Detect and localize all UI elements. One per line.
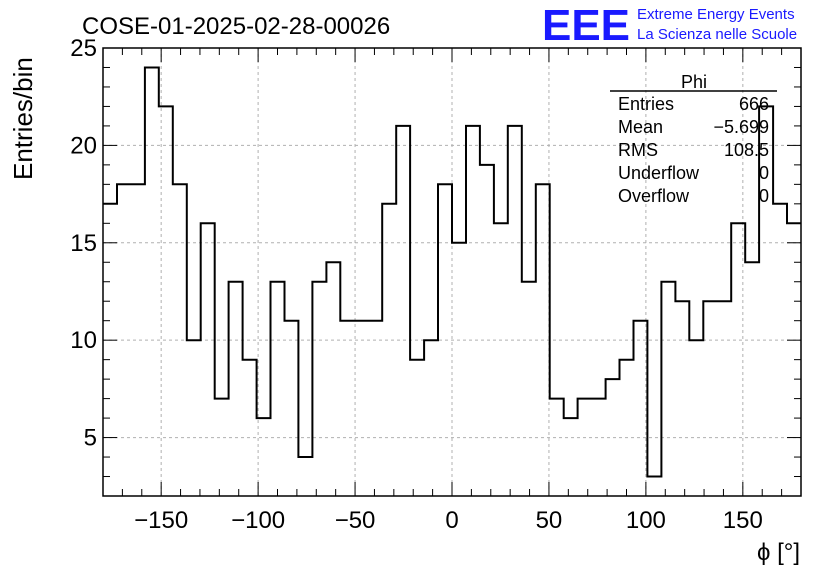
x-tick-label: −150 [134,507,188,534]
x-tick-label: 100 [626,507,666,534]
eee-logo-mark: EEE [542,1,630,50]
stats-label-overflow: Overflow [618,186,690,206]
x-tick-label: 0 [445,507,458,534]
x-tick-label: −50 [335,507,376,534]
y-tick-label: 15 [70,230,97,257]
stats-value-overflow: 0 [759,186,769,206]
chart-title: COSE-01-2025-02-28-00026 [82,13,390,40]
y-tick-labels: 5 10 15 20 25 [70,35,97,452]
stats-title: Phi [681,72,707,92]
x-tick-label: 50 [536,507,563,534]
x-tick-labels: −150 −100 −50 0 50 100 150 [134,507,763,534]
y-tick-label: 5 [84,425,97,452]
y-tick-label: 20 [70,132,97,159]
stats-label-rms: RMS [618,140,658,160]
histogram-line [103,66,801,478]
eee-logo-line2: La Scienza nelle Scuole [637,26,797,43]
stats-label-mean: Mean [618,117,663,137]
x-axis-label: ϕ [°] [757,539,800,566]
y-axis-label: Entries/bin [8,57,38,180]
stats-label-underflow: Underflow [618,163,700,183]
eee-logo-line1: Extreme Energy Events [637,6,795,23]
stats-value-rms: 108.5 [724,140,769,160]
stats-value-entries: 666 [739,94,769,114]
axis-ticks [102,47,802,497]
stats-value-mean: −5.699 [713,117,769,137]
grid-lines [103,47,801,496]
stats-value-underflow: 0 [759,163,769,183]
x-tick-label: 150 [723,507,763,534]
eee-logo: EEE Extreme Energy Events La Scienza nel… [542,1,797,50]
stats-label-entries: Entries [618,94,674,114]
stats-box: Phi Entries 666 Mean −5.699 RMS 108.5 Un… [610,72,777,206]
y-tick-label: 10 [70,327,97,354]
x-tick-label: −100 [231,507,285,534]
y-tick-label: 25 [70,35,97,62]
